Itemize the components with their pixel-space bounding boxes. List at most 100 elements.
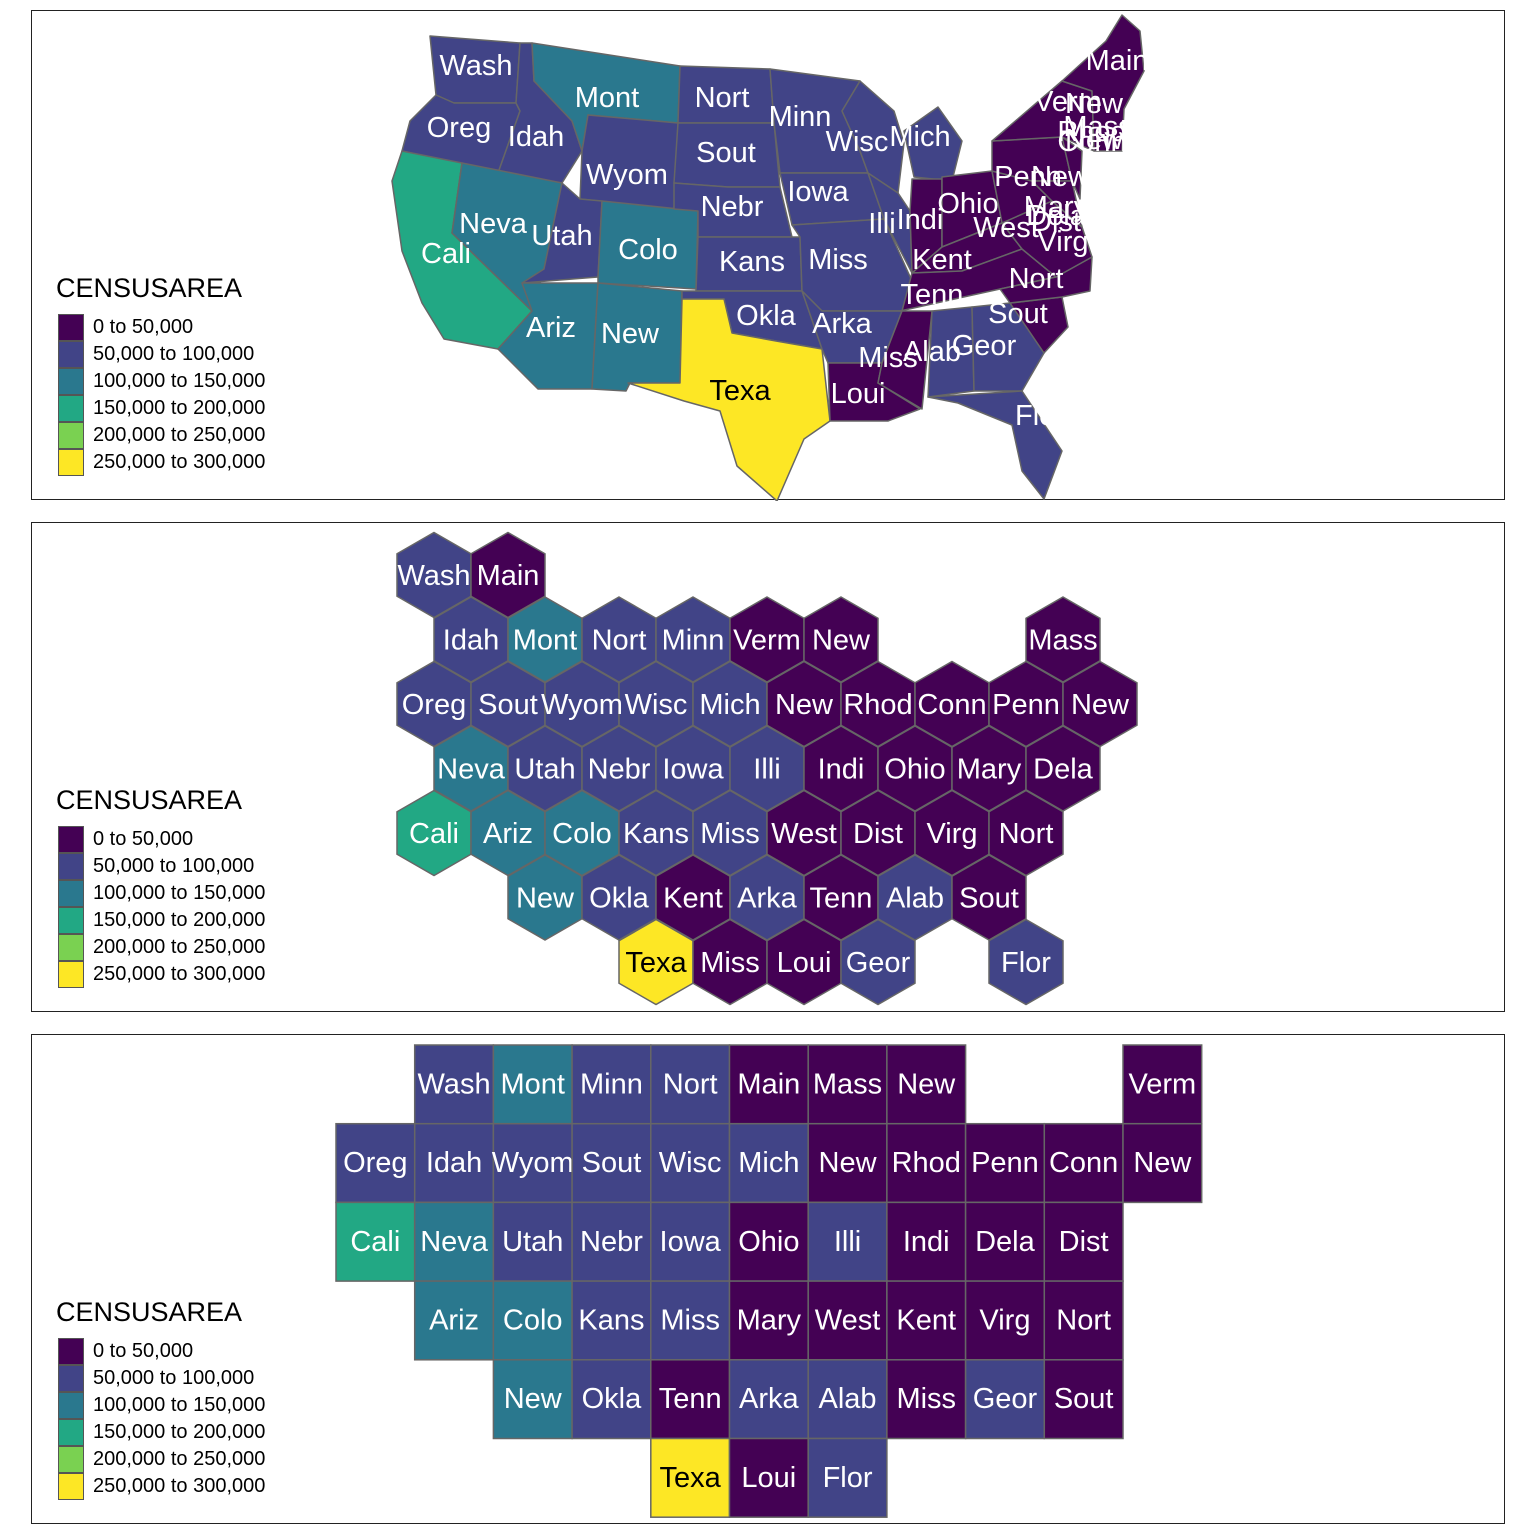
state-label: Okla xyxy=(736,300,797,332)
state-label: Ohio xyxy=(937,188,998,220)
legend-swatch xyxy=(58,826,84,853)
state-label: Kans xyxy=(578,1304,644,1336)
state-tile xyxy=(571,1044,652,1125)
state-label: Verm xyxy=(1034,86,1102,118)
state-tile xyxy=(807,1280,888,1361)
state-label: Iowa xyxy=(662,754,724,786)
state-tile xyxy=(886,1044,967,1125)
legend-item: 250,000 to 300,000 xyxy=(56,961,265,988)
legend-swatch xyxy=(58,880,84,907)
state-tile xyxy=(807,1201,888,1282)
state-label: Alab xyxy=(886,883,944,915)
state-label: Wisc xyxy=(826,126,889,158)
legend-swatch xyxy=(58,1419,84,1446)
state-label: Iowa xyxy=(787,176,849,208)
state-label: Iowa xyxy=(660,1226,722,1258)
legend-item: 100,000 to 150,000 xyxy=(56,880,265,907)
state-label: Indi xyxy=(818,754,865,786)
legend-item: 200,000 to 250,000 xyxy=(56,934,265,961)
state-label: Colo xyxy=(503,1304,563,1336)
state-label: Neva xyxy=(420,1226,489,1258)
hexbin-map-panel: Wash Main Idah Mont Nort Minn Verm New Mass Oreg S… xyxy=(31,522,1505,1012)
state-label: Nort xyxy=(592,625,647,657)
state-label: Miss xyxy=(858,342,918,374)
state-label: Verm xyxy=(733,625,801,657)
legend-item: 250,000 to 300,000 xyxy=(56,449,265,476)
legend-swatch xyxy=(58,1365,84,1392)
legend-label: 250,000 to 300,000 xyxy=(93,451,266,473)
state-tile xyxy=(886,1201,967,1282)
state-tile xyxy=(728,1044,809,1125)
state-label: Alab xyxy=(819,1383,877,1415)
legend-items: 0 to 50,000 50,000 to 100,000 100,000 to 1… xyxy=(56,314,265,476)
state-label: Colo xyxy=(618,234,678,266)
state-label: Tenn xyxy=(901,279,964,311)
legend-label: 200,000 to 250,000 xyxy=(93,1448,266,1470)
state-shape xyxy=(903,106,963,182)
state-label: Oreg xyxy=(402,689,466,721)
state-tile xyxy=(571,1359,652,1440)
state-label: Arka xyxy=(812,308,873,340)
state-label: Neva xyxy=(437,754,506,786)
state-label: Wash xyxy=(439,50,512,82)
legend-swatch xyxy=(58,395,84,422)
state-tile xyxy=(807,1359,888,1440)
state-label: Dist xyxy=(1059,1226,1109,1258)
state-label: Mont xyxy=(575,82,639,114)
legend-label: 0 to 50,000 xyxy=(93,828,194,850)
state-label: Minn xyxy=(580,1068,643,1100)
state-label: Texa xyxy=(625,947,687,979)
state-label: Main xyxy=(1086,45,1149,77)
legend-label: 250,000 to 300,000 xyxy=(93,1475,266,1497)
state-label: New xyxy=(601,318,660,350)
state-label: Ohio xyxy=(738,1226,799,1258)
state-label: Flor xyxy=(823,1462,873,1494)
state-label: Ariz xyxy=(526,312,576,344)
state-shape xyxy=(627,298,831,501)
state-label: Mary xyxy=(1024,191,1089,223)
legend-label: 100,000 to 150,000 xyxy=(93,1394,266,1416)
state-label: New xyxy=(516,883,575,915)
state-label: Cali xyxy=(409,818,459,850)
state-label: Sout xyxy=(959,883,1019,915)
state-label: Kent xyxy=(896,1304,956,1336)
state-label: Sout xyxy=(582,1147,642,1179)
state-label: Mont xyxy=(513,625,577,657)
state-label: Flor xyxy=(1001,947,1051,979)
state-label: Sout xyxy=(696,137,756,169)
legend-swatch xyxy=(58,961,84,988)
state-label: New xyxy=(1071,689,1130,721)
choropleth-map-panel: Wash Oreg Idah Mont Nort Minn Wisc Mich Sout Wyom… xyxy=(31,10,1505,501)
state-label: Mass xyxy=(1063,111,1132,143)
legend-item: 100,000 to 150,000 xyxy=(56,368,265,395)
legend-label: 250,000 to 300,000 xyxy=(93,963,266,985)
legend-item: 200,000 to 250,000 xyxy=(56,422,265,449)
state-shape xyxy=(927,390,1063,500)
legend-item: 150,000 to 200,000 xyxy=(56,1419,265,1446)
state-label: Kans xyxy=(623,818,689,850)
state-label: Texa xyxy=(660,1462,722,1494)
legend-label: 0 to 50,000 xyxy=(93,1340,194,1362)
legend-label: 0 to 50,000 xyxy=(93,316,194,338)
state-tile xyxy=(728,1201,809,1282)
state-label: New xyxy=(1031,161,1090,193)
state-label: Nort xyxy=(1056,1304,1111,1336)
state-shape xyxy=(971,302,1045,392)
state-label: Idah xyxy=(426,1147,482,1179)
state-tile xyxy=(728,1359,809,1440)
state-label: Miss xyxy=(700,947,760,979)
state-label: Wisc xyxy=(625,689,688,721)
state-label: Geor xyxy=(973,1383,1038,1415)
legend-item: 50,000 to 100,000 xyxy=(56,1365,254,1392)
state-label: Mass xyxy=(1028,625,1097,657)
state-label: New xyxy=(819,1147,878,1179)
legend-swatch xyxy=(58,853,84,880)
state-label: Ohio xyxy=(884,754,945,786)
legend-swatch xyxy=(58,907,84,934)
state-label: Indi xyxy=(897,204,944,236)
state-label: New xyxy=(1065,124,1124,156)
state-label: Nebr xyxy=(701,191,764,223)
state-label: Indi xyxy=(903,1226,950,1258)
state-label: Ariz xyxy=(483,818,533,850)
